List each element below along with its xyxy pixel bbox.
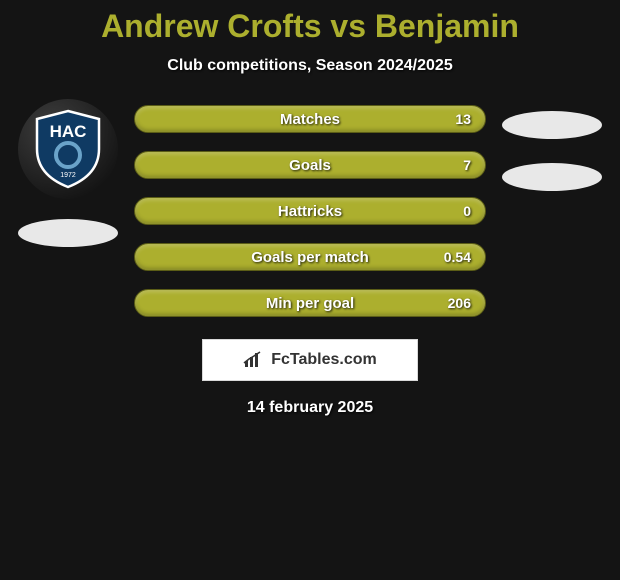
stat-label: Hattricks bbox=[278, 203, 342, 220]
page-title: Andrew Crofts vs Benjamin bbox=[0, 8, 620, 45]
stat-label: Goals bbox=[289, 157, 331, 174]
stats-bars: Matches 13 Goals 7 Hattricks 0 Goals per… bbox=[128, 105, 492, 317]
badge-year: 1972 bbox=[60, 172, 76, 179]
left-column: HAC 1972 bbox=[8, 105, 128, 247]
main-row: HAC 1972 Matches 13 Goals 7 Hattricks 0 bbox=[0, 105, 620, 317]
stat-bar-goals: Goals 7 bbox=[134, 151, 486, 179]
stat-value: 7 bbox=[463, 157, 471, 173]
stat-value: 206 bbox=[448, 295, 471, 311]
comparison-card: Andrew Crofts vs Benjamin Club competiti… bbox=[0, 0, 620, 417]
footer: FcTables.com 14 february 2025 bbox=[0, 339, 620, 417]
stat-label: Min per goal bbox=[266, 295, 354, 312]
stat-value: 0 bbox=[463, 203, 471, 219]
placeholder-oval bbox=[18, 219, 118, 247]
team-badge-left: HAC 1972 bbox=[18, 99, 118, 199]
branding-text: FcTables.com bbox=[271, 351, 377, 369]
branding-box[interactable]: FcTables.com bbox=[202, 339, 418, 381]
shield-icon: HAC 1972 bbox=[33, 109, 103, 189]
right-column bbox=[492, 105, 612, 215]
placeholder-oval bbox=[502, 111, 602, 139]
badge-text: HAC bbox=[50, 122, 87, 141]
stat-value: 0.54 bbox=[444, 249, 471, 265]
stat-bar-hattricks: Hattricks 0 bbox=[134, 197, 486, 225]
stat-bar-matches: Matches 13 bbox=[134, 105, 486, 133]
date-text: 14 february 2025 bbox=[247, 399, 373, 417]
stat-label: Matches bbox=[280, 111, 340, 128]
stat-bar-goals-per-match: Goals per match 0.54 bbox=[134, 243, 486, 271]
placeholder-oval bbox=[502, 163, 602, 191]
stat-bar-min-per-goal: Min per goal 206 bbox=[134, 289, 486, 317]
stat-value: 13 bbox=[455, 111, 471, 127]
subtitle: Club competitions, Season 2024/2025 bbox=[0, 57, 620, 75]
stat-label: Goals per match bbox=[251, 249, 369, 266]
bar-chart-icon bbox=[243, 351, 265, 369]
